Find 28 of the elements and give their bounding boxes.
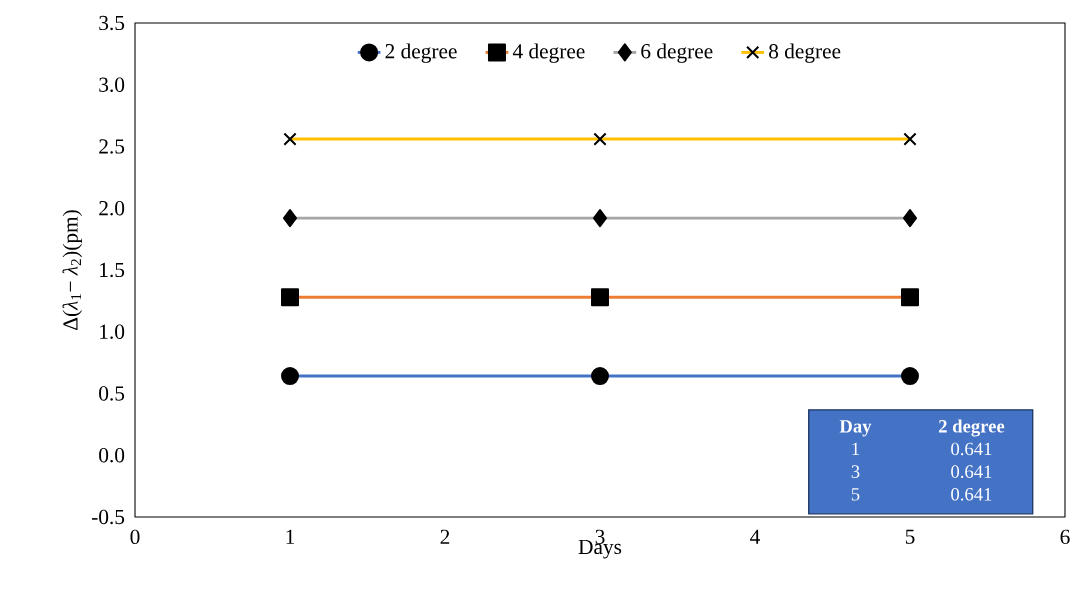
annotation: 5: [851, 488, 860, 501]
y-tick-label: 0.0: [99, 448, 125, 463]
x-tick-label: 4: [750, 529, 760, 544]
annotation: 0.641: [951, 442, 992, 456]
legend-label: 6 degree: [641, 43, 713, 63]
x-tick-label: 5: [905, 529, 915, 544]
y-tick-label: 1.5: [100, 262, 125, 278]
annotation: 2 degree: [938, 419, 1005, 437]
y-tick-label: 3.5: [99, 15, 125, 31]
x-tick-label: 2: [440, 529, 450, 544]
annotation: 0.641: [951, 487, 992, 501]
y-tick-label: -0.5: [91, 509, 125, 525]
annotation: 0.641: [951, 465, 992, 478]
annotation: Day: [839, 420, 872, 437]
x-tick-label: 1: [286, 529, 295, 544]
y-axis-title: Δ(λ$_{1}$− λ$_{2}$)(pm): [62, 210, 83, 330]
x-tick-label: 0: [130, 529, 140, 545]
y-tick-label: 0.5: [99, 386, 125, 401]
y-tick-label: 2.0: [99, 201, 125, 216]
legend-label: 4 degree: [512, 43, 585, 63]
x-tick-label: 6: [1060, 529, 1070, 545]
legend-label: 2 degree: [385, 43, 457, 63]
y-tick-label: 1.0: [100, 324, 125, 339]
y-tick-label: 2.5: [99, 139, 125, 154]
annotation: 1: [852, 442, 859, 456]
annotation: 3: [851, 465, 860, 478]
y-tick-label: 3.0: [99, 77, 125, 92]
legend-label: 8 degree: [769, 43, 841, 63]
